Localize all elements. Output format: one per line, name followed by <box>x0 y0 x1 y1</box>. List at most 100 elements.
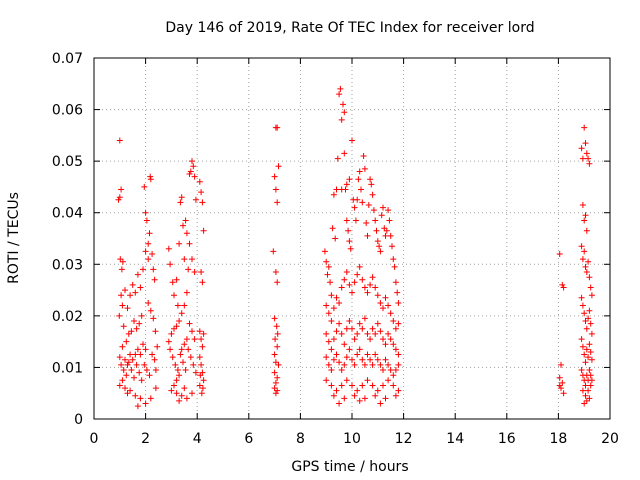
data-point <box>356 346 363 353</box>
data-point <box>129 281 136 288</box>
data-point <box>383 227 390 234</box>
data-point <box>395 351 402 358</box>
data-point <box>336 359 343 366</box>
data-point <box>173 390 180 397</box>
data-point <box>325 263 332 270</box>
data-point <box>370 207 377 214</box>
data-point <box>356 397 363 404</box>
data-point <box>272 379 279 386</box>
data-points <box>115 85 595 410</box>
data-point <box>271 369 278 376</box>
data-point <box>354 330 361 337</box>
x-tick-label: 2 <box>141 431 150 447</box>
data-point <box>116 137 123 144</box>
data-point <box>178 194 185 201</box>
data-point <box>123 372 130 379</box>
data-point <box>395 300 402 306</box>
data-point <box>338 330 345 337</box>
data-point <box>271 351 278 358</box>
data-point <box>377 328 384 335</box>
chart-title: Day 146 of 2019, Rate Of TEC Index for r… <box>165 20 534 36</box>
data-point <box>147 173 154 180</box>
data-point <box>351 204 358 211</box>
data-point <box>131 318 137 324</box>
data-point <box>323 258 330 265</box>
data-point <box>323 302 330 309</box>
x-tick-label: 14 <box>446 431 464 447</box>
data-point <box>385 330 392 337</box>
data-point <box>177 199 184 206</box>
data-point <box>116 312 123 319</box>
data-point <box>138 377 145 384</box>
data-point <box>333 186 340 193</box>
data-point <box>143 217 150 224</box>
data-point <box>165 245 172 252</box>
data-point <box>198 269 205 275</box>
data-point <box>364 330 371 337</box>
data-point <box>152 367 159 373</box>
data-point <box>355 176 362 183</box>
data-point <box>147 395 154 402</box>
data-point <box>382 395 389 402</box>
data-point <box>336 300 343 306</box>
data-point <box>173 377 180 384</box>
data-point <box>131 374 137 381</box>
data-point <box>361 284 368 291</box>
data-point <box>138 312 145 319</box>
data-point <box>392 367 399 373</box>
data-point <box>346 318 353 324</box>
data-point <box>141 361 148 368</box>
data-point <box>369 361 376 368</box>
data-point <box>150 266 157 273</box>
data-point <box>185 266 192 273</box>
data-point <box>182 217 189 224</box>
data-point <box>380 336 386 343</box>
data-point <box>146 372 153 379</box>
data-point <box>333 351 340 358</box>
data-point <box>274 330 281 337</box>
data-point <box>199 279 206 286</box>
data-point <box>341 361 348 368</box>
data-point <box>192 369 199 376</box>
y-tick-label: 0.04 <box>52 206 83 222</box>
data-point <box>578 336 585 343</box>
data-point <box>328 382 335 389</box>
data-point <box>351 279 358 286</box>
data-point <box>142 400 149 407</box>
data-point <box>382 341 389 348</box>
data-point <box>341 276 348 283</box>
data-point <box>338 116 345 123</box>
data-point <box>585 315 592 322</box>
data-point <box>367 281 374 288</box>
data-point <box>363 220 370 226</box>
data-point <box>143 367 150 373</box>
data-point <box>124 361 131 368</box>
data-point <box>192 196 199 203</box>
data-point <box>387 367 394 373</box>
data-point <box>368 181 375 188</box>
data-point <box>127 292 134 299</box>
data-point <box>372 217 379 224</box>
data-point <box>343 181 350 188</box>
data-point <box>351 361 358 368</box>
x-tick-label: 8 <box>296 431 305 447</box>
data-point <box>369 382 376 389</box>
data-point <box>165 338 172 345</box>
data-point <box>578 367 585 373</box>
data-point <box>360 153 367 159</box>
data-point <box>380 382 386 389</box>
data-point <box>272 336 279 343</box>
data-point <box>137 284 144 291</box>
data-point <box>122 287 128 294</box>
data-point <box>390 372 397 379</box>
data-point <box>558 385 564 392</box>
data-point <box>582 212 589 219</box>
data-point <box>361 361 368 368</box>
data-point <box>173 323 180 330</box>
y-tick-label: 0.01 <box>52 360 83 376</box>
data-point <box>323 377 330 384</box>
data-point <box>351 336 358 343</box>
data-point <box>134 271 141 278</box>
data-point <box>190 361 197 368</box>
